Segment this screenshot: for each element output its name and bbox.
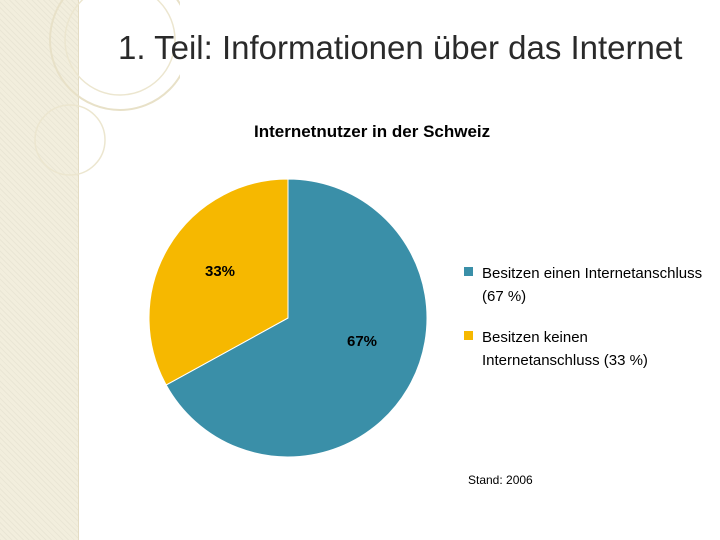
chart-title: Internetnutzer in der Schweiz — [254, 122, 491, 141]
legend-item-with-internet: Besitzen einen Internetanschluss (67 %) — [464, 262, 704, 308]
pie-slice-with-internet — [165, 178, 428, 458]
chart-legend: Besitzen einen Internetanschluss (67 %) … — [464, 262, 704, 390]
decorative-side-stripe — [0, 0, 79, 540]
legend-swatch-with-internet — [464, 267, 473, 276]
decorative-rings — [34, 0, 180, 176]
legend-label-without-internet: Besitzen keinen Internetanschluss (33 %) — [482, 329, 648, 369]
deco-ring-inner — [64, 0, 176, 96]
legend-label-with-internet: Besitzen einen Internetanschluss (67 %) — [482, 265, 703, 305]
data-label-without-internet: 33% — [205, 263, 235, 280]
slide-title: 1. Teil: Informationen über das Internet — [118, 29, 683, 66]
deco-ring-outer — [49, 0, 180, 111]
data-label-with-internet: 67% — [347, 333, 377, 350]
pie-slice-without-internet — [148, 178, 289, 386]
footnote-date: Stand: 2006 — [468, 473, 533, 487]
legend-item-without-internet: Besitzen keinen Internetanschluss (33 %) — [464, 326, 704, 372]
legend-swatch-without-internet — [464, 331, 473, 340]
deco-ring-small — [34, 104, 106, 176]
